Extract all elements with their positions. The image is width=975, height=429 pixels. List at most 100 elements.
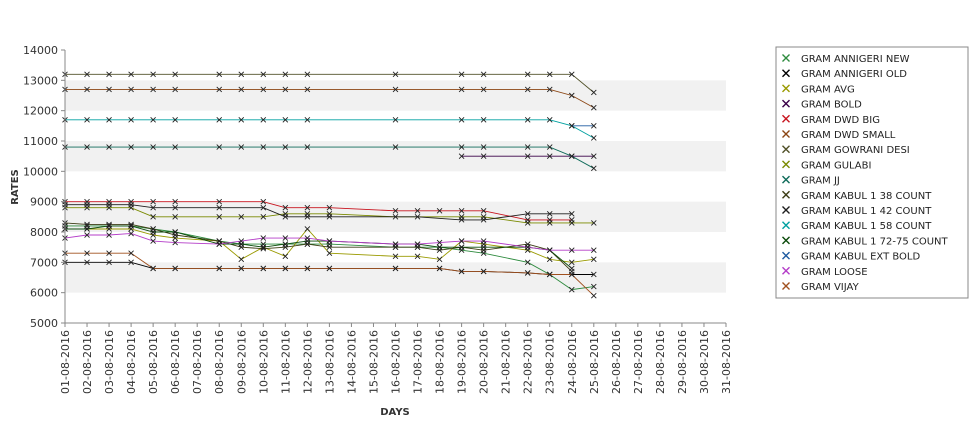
series-line bbox=[65, 119, 595, 139]
data-point bbox=[436, 265, 443, 272]
data-point bbox=[304, 86, 311, 93]
data-point bbox=[282, 253, 289, 260]
data-point bbox=[128, 201, 134, 208]
x-tick-label: 03-08-2016 bbox=[103, 330, 116, 394]
data-point bbox=[326, 265, 333, 272]
data-point bbox=[524, 116, 531, 123]
legend-label: GRAM KABUL 1 72-75 COUNT bbox=[801, 236, 949, 247]
data-point bbox=[458, 86, 465, 93]
data-point bbox=[458, 268, 465, 275]
data-point bbox=[590, 89, 597, 96]
x-tick-label: 27-08-2016 bbox=[632, 330, 645, 394]
x-tick-label: 04-08-2016 bbox=[125, 330, 138, 394]
data-point bbox=[546, 256, 553, 263]
data-point bbox=[436, 239, 443, 246]
data-point bbox=[172, 116, 178, 123]
data-point bbox=[568, 220, 575, 226]
x-tick-label: 01-08-2016 bbox=[59, 330, 72, 394]
data-point bbox=[304, 235, 311, 241]
data-point bbox=[304, 265, 311, 272]
data-point bbox=[172, 229, 178, 235]
data-point bbox=[172, 198, 178, 205]
data-point bbox=[282, 241, 289, 247]
x-tick-label: 31-08-2016 bbox=[720, 330, 733, 394]
data-point bbox=[568, 259, 575, 266]
data-point bbox=[172, 86, 178, 93]
data-point bbox=[568, 210, 575, 217]
data-point bbox=[238, 238, 245, 244]
data-point bbox=[568, 71, 575, 78]
x-tick-label: 30-08-2016 bbox=[698, 330, 711, 394]
data-point bbox=[106, 86, 112, 93]
data-point bbox=[458, 207, 465, 214]
legend-marker bbox=[782, 266, 790, 275]
grid-bands bbox=[65, 80, 726, 293]
data-point bbox=[458, 144, 465, 150]
y-tick-label: 7000 bbox=[30, 256, 58, 269]
data-point bbox=[392, 86, 399, 93]
x-tick-label: 16-08-2016 bbox=[390, 330, 403, 394]
y-ticks: 5000 6000 7000 8000 9000 10000 11000 12000 13000… bbox=[23, 44, 65, 330]
legend-marker bbox=[782, 236, 790, 245]
x-tick-label: 09-08-2016 bbox=[235, 330, 248, 394]
grid-band bbox=[65, 262, 726, 293]
data-point bbox=[524, 71, 531, 78]
series-line bbox=[65, 146, 595, 169]
x-tick-label: 25-08-2016 bbox=[588, 330, 601, 394]
legend-marker bbox=[782, 221, 790, 230]
legend-label: GRAM GULABI bbox=[801, 160, 871, 171]
data-point bbox=[260, 71, 267, 78]
data-point bbox=[524, 210, 531, 217]
legend-marker bbox=[782, 84, 790, 93]
y-tick-label: 12000 bbox=[23, 105, 58, 118]
data-point bbox=[568, 286, 575, 293]
data-point bbox=[590, 220, 597, 226]
data-point bbox=[128, 71, 134, 78]
data-point bbox=[590, 104, 597, 111]
data-point bbox=[546, 247, 553, 254]
data-point bbox=[128, 144, 134, 150]
data-point bbox=[106, 259, 112, 266]
x-tick-label: 05-08-2016 bbox=[147, 330, 160, 394]
data-point bbox=[216, 86, 223, 93]
data-point bbox=[128, 221, 134, 228]
data-point bbox=[128, 250, 134, 257]
data-point bbox=[436, 244, 443, 250]
data-point bbox=[216, 204, 223, 211]
data-point bbox=[84, 250, 90, 257]
data-point bbox=[546, 220, 553, 226]
data-point bbox=[436, 207, 443, 214]
legend-marker bbox=[782, 160, 790, 169]
data-point bbox=[304, 214, 311, 220]
legend-label: GRAM LOOSE bbox=[801, 267, 868, 278]
y-tick-label: 13000 bbox=[23, 74, 58, 87]
x-tick-label: 21-08-2016 bbox=[500, 330, 513, 394]
x-tick-label: 26-08-2016 bbox=[610, 330, 623, 394]
data-point bbox=[480, 244, 487, 250]
data-point bbox=[238, 86, 245, 93]
data-point bbox=[326, 214, 333, 220]
data-point bbox=[524, 220, 531, 226]
x-tick-label: 18-08-2016 bbox=[434, 330, 447, 394]
data-point bbox=[238, 256, 245, 263]
data-point bbox=[260, 244, 267, 250]
legend-label: GRAM AVG bbox=[801, 84, 855, 95]
x-tick-label: 02-08-2016 bbox=[81, 330, 94, 394]
data-point bbox=[106, 223, 112, 229]
data-point bbox=[568, 123, 575, 129]
legend-marker bbox=[782, 282, 790, 290]
data-point bbox=[458, 153, 465, 159]
series-line bbox=[65, 88, 595, 108]
series-markers bbox=[62, 71, 597, 299]
legend-label: GRAM KABUL EXT BOLD bbox=[801, 252, 920, 263]
data-point bbox=[172, 265, 178, 272]
data-point bbox=[282, 71, 289, 78]
data-point bbox=[172, 214, 178, 220]
data-point bbox=[282, 204, 289, 211]
data-point bbox=[84, 226, 90, 232]
data-point bbox=[216, 71, 223, 78]
data-point bbox=[590, 123, 597, 129]
legend-marker bbox=[782, 54, 790, 62]
data-point bbox=[106, 116, 112, 123]
data-point bbox=[590, 271, 597, 278]
